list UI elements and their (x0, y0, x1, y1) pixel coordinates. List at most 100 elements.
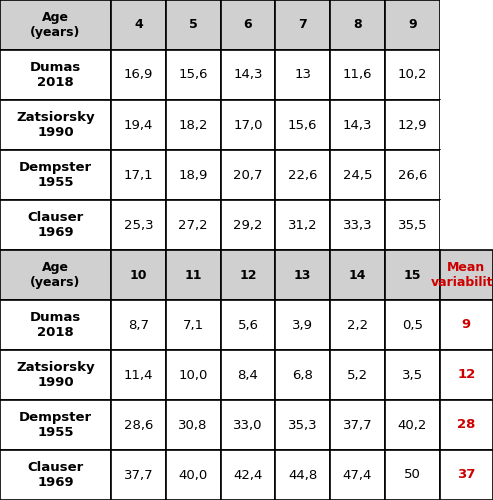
Bar (0, 200, 111, 250)
Bar (440, 450, 493, 500)
Text: Zatsiorsky
1990: Zatsiorsky 1990 (16, 112, 95, 138)
Text: 14: 14 (349, 268, 366, 281)
Bar (166, 50, 220, 100)
Text: 10: 10 (130, 268, 147, 281)
Text: 13: 13 (294, 68, 311, 82)
Bar (440, 0, 493, 50)
Text: 42,4: 42,4 (233, 468, 263, 481)
Bar (0, 250, 111, 300)
Text: 28: 28 (457, 418, 476, 432)
Text: 15,6: 15,6 (178, 68, 208, 82)
Text: Clauser
1969: Clauser 1969 (27, 211, 84, 239)
Bar (385, 400, 440, 450)
Bar (166, 150, 220, 200)
Text: 25,3: 25,3 (124, 218, 153, 232)
Text: 6,8: 6,8 (292, 368, 313, 382)
Bar (166, 200, 220, 250)
Text: Mean
variability: Mean variability (431, 262, 493, 289)
Bar (330, 450, 385, 500)
Text: 40,2: 40,2 (398, 418, 427, 432)
Text: 44,8: 44,8 (288, 468, 317, 481)
Text: 7: 7 (298, 18, 307, 32)
Text: 11,6: 11,6 (343, 68, 372, 82)
Bar (330, 0, 385, 50)
Bar (111, 200, 166, 250)
Text: 37: 37 (457, 468, 476, 481)
Bar (166, 400, 220, 450)
Text: 35,3: 35,3 (288, 418, 317, 432)
Text: 13: 13 (294, 268, 312, 281)
Text: 11,4: 11,4 (124, 368, 153, 382)
Text: 17,1: 17,1 (124, 168, 153, 181)
Text: 14,3: 14,3 (343, 118, 372, 132)
Text: 29,2: 29,2 (233, 218, 263, 232)
Text: 24,5: 24,5 (343, 168, 372, 181)
Text: 28,6: 28,6 (124, 418, 153, 432)
Text: Dumas
2018: Dumas 2018 (30, 311, 81, 339)
Text: 3,9: 3,9 (292, 318, 313, 332)
Text: 27,2: 27,2 (178, 218, 208, 232)
Text: Dumas
2018: Dumas 2018 (30, 61, 81, 88)
Bar (385, 450, 440, 500)
Bar (440, 400, 493, 450)
Bar (220, 300, 275, 350)
Bar (111, 150, 166, 200)
Bar (166, 250, 220, 300)
Bar (0, 350, 111, 400)
Text: 5,2: 5,2 (347, 368, 368, 382)
Bar (111, 300, 166, 350)
Text: 15,6: 15,6 (288, 118, 317, 132)
Text: 8: 8 (353, 18, 362, 32)
Text: Age
(years): Age (years) (30, 11, 81, 38)
Bar (220, 150, 275, 200)
Bar (166, 350, 220, 400)
Bar (166, 450, 220, 500)
Bar (166, 0, 220, 50)
Bar (440, 300, 493, 350)
Bar (275, 250, 330, 300)
Text: 12: 12 (239, 268, 257, 281)
Text: 33,0: 33,0 (233, 418, 263, 432)
Bar (330, 300, 385, 350)
Text: 14,3: 14,3 (233, 68, 263, 82)
Text: 20,7: 20,7 (233, 168, 263, 181)
Text: 17,0: 17,0 (233, 118, 263, 132)
Text: 12: 12 (457, 368, 476, 382)
Text: 33,3: 33,3 (343, 218, 372, 232)
Text: 8,7: 8,7 (128, 318, 149, 332)
Text: 10,2: 10,2 (397, 68, 427, 82)
Bar (385, 250, 440, 300)
Bar (385, 200, 440, 250)
Bar (385, 0, 440, 50)
Text: 19,4: 19,4 (124, 118, 153, 132)
Bar (330, 250, 385, 300)
Text: Dempster
1955: Dempster 1955 (19, 411, 92, 439)
Bar (220, 200, 275, 250)
Text: 47,4: 47,4 (343, 468, 372, 481)
Bar (0, 300, 111, 350)
Bar (440, 250, 493, 300)
Bar (330, 400, 385, 450)
Bar (330, 100, 385, 150)
Bar (275, 50, 330, 100)
Bar (275, 350, 330, 400)
Text: 50: 50 (404, 468, 421, 481)
Bar (111, 0, 166, 50)
Bar (330, 50, 385, 100)
Text: 6: 6 (244, 18, 252, 32)
Bar (275, 0, 330, 50)
Text: 18,2: 18,2 (178, 118, 208, 132)
Bar (330, 200, 385, 250)
Text: 5,6: 5,6 (238, 318, 258, 332)
Bar (440, 50, 493, 100)
Text: Dempster
1955: Dempster 1955 (19, 161, 92, 188)
Bar (166, 300, 220, 350)
Bar (0, 50, 111, 100)
Text: 40,0: 40,0 (178, 468, 208, 481)
Bar (111, 100, 166, 150)
Bar (220, 100, 275, 150)
Text: 15: 15 (404, 268, 421, 281)
Bar (275, 450, 330, 500)
Text: 10,0: 10,0 (178, 368, 208, 382)
Bar (220, 0, 275, 50)
